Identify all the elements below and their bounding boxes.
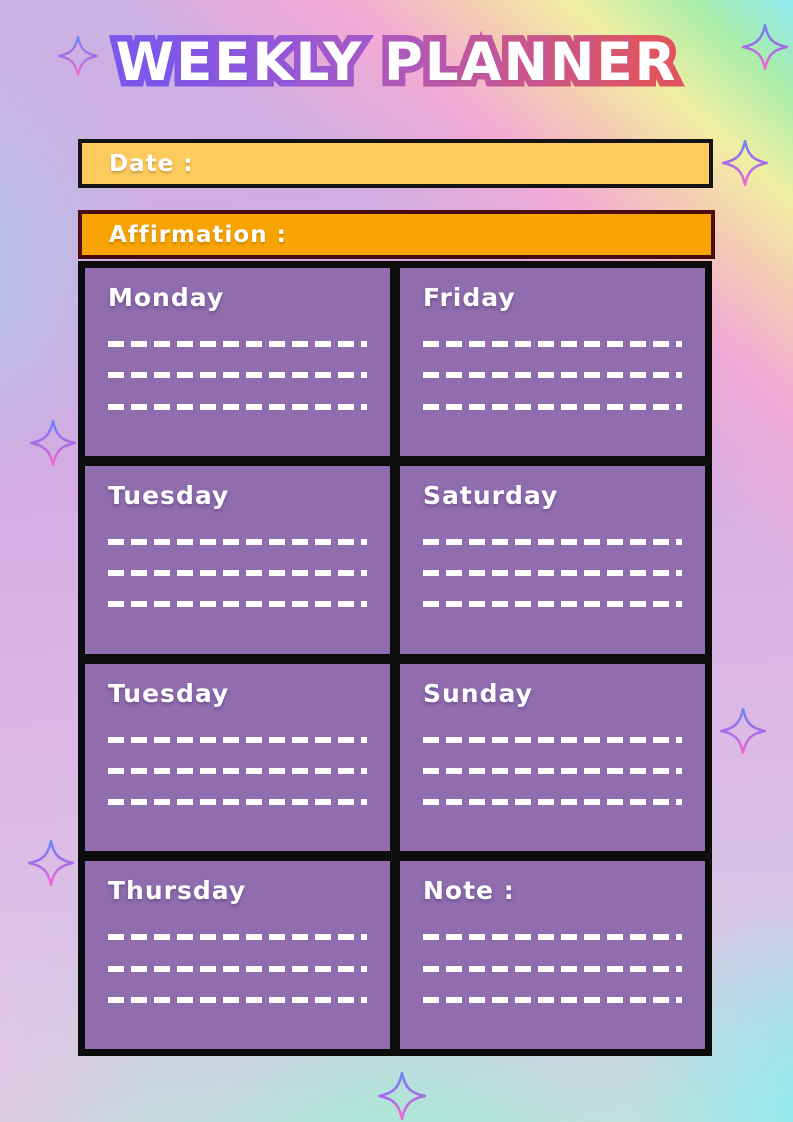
page-title-text: WEEKLY PLANNER (115, 32, 678, 93)
sparkle-icon (30, 420, 76, 466)
writing-lines (108, 905, 367, 1028)
sparkle-icon (378, 1072, 426, 1120)
day-label: Tuesday (108, 678, 230, 708)
day-label: Friday (423, 283, 516, 312)
ruled-line (108, 799, 367, 806)
ruled-line (108, 403, 367, 410)
day-label: Saturday (423, 480, 559, 510)
day-cell-thursday[interactable]: Thursday (85, 861, 390, 1049)
page-title-outline: WEEKLY PLANNER (109, 26, 682, 100)
writing-lines (423, 510, 682, 633)
ruled-line (108, 570, 367, 577)
sparkle-icon (28, 840, 74, 886)
sparkle-icon (58, 36, 98, 76)
ruled-line (423, 736, 682, 743)
ruled-line (108, 538, 367, 545)
writing-lines (423, 708, 682, 831)
sparkle-icon (720, 708, 766, 754)
note-label: Note : (423, 876, 515, 906)
affirmation-field[interactable]: Affirmation : (78, 210, 715, 259)
date-label: Date : (109, 150, 194, 177)
day-label: Sunday (423, 678, 533, 708)
day-cell-tuesday-2[interactable]: Tuesday (85, 663, 390, 852)
day-label: Tuesday (108, 480, 230, 510)
sparkle-icon (722, 140, 768, 186)
day-cell-sunday[interactable]: Sunday (400, 663, 705, 852)
planner-grid: Monday Friday Tuesday Satu (78, 261, 712, 1056)
note-cell[interactable]: Note : (400, 861, 705, 1049)
ruled-line (108, 996, 367, 1003)
sparkle-icon (742, 24, 788, 70)
day-label: Thursday (108, 876, 247, 906)
page-title: WEEKLY PLANNER WEEKLY PLANNER (0, 26, 793, 100)
ruled-line (423, 372, 682, 379)
writing-lines (108, 510, 367, 633)
ruled-line (423, 341, 682, 348)
ruled-line (423, 965, 682, 972)
ruled-line (423, 996, 682, 1003)
ruled-line (423, 570, 682, 577)
ruled-line (108, 736, 367, 743)
day-cell-friday[interactable]: Friday (400, 268, 705, 456)
day-label: Monday (108, 283, 225, 312)
ruled-line (423, 799, 682, 806)
writing-lines (423, 312, 682, 435)
ruled-line (108, 372, 367, 379)
day-cell-monday[interactable]: Monday (85, 268, 390, 456)
date-field[interactable]: Date : (78, 139, 713, 188)
ruled-line (423, 403, 682, 410)
ruled-line (108, 965, 367, 972)
ruled-line (423, 934, 682, 941)
ruled-line (108, 341, 367, 348)
ruled-line (108, 934, 367, 941)
ruled-line (423, 601, 682, 608)
ruled-line (108, 767, 367, 774)
affirmation-label: Affirmation : (109, 221, 287, 248)
day-cell-tuesday[interactable]: Tuesday (85, 465, 390, 654)
writing-lines (108, 708, 367, 831)
ruled-line (423, 767, 682, 774)
writing-lines (108, 312, 367, 435)
ruled-line (108, 601, 367, 608)
writing-lines (423, 905, 682, 1028)
ruled-line (423, 538, 682, 545)
day-cell-saturday[interactable]: Saturday (400, 465, 705, 654)
